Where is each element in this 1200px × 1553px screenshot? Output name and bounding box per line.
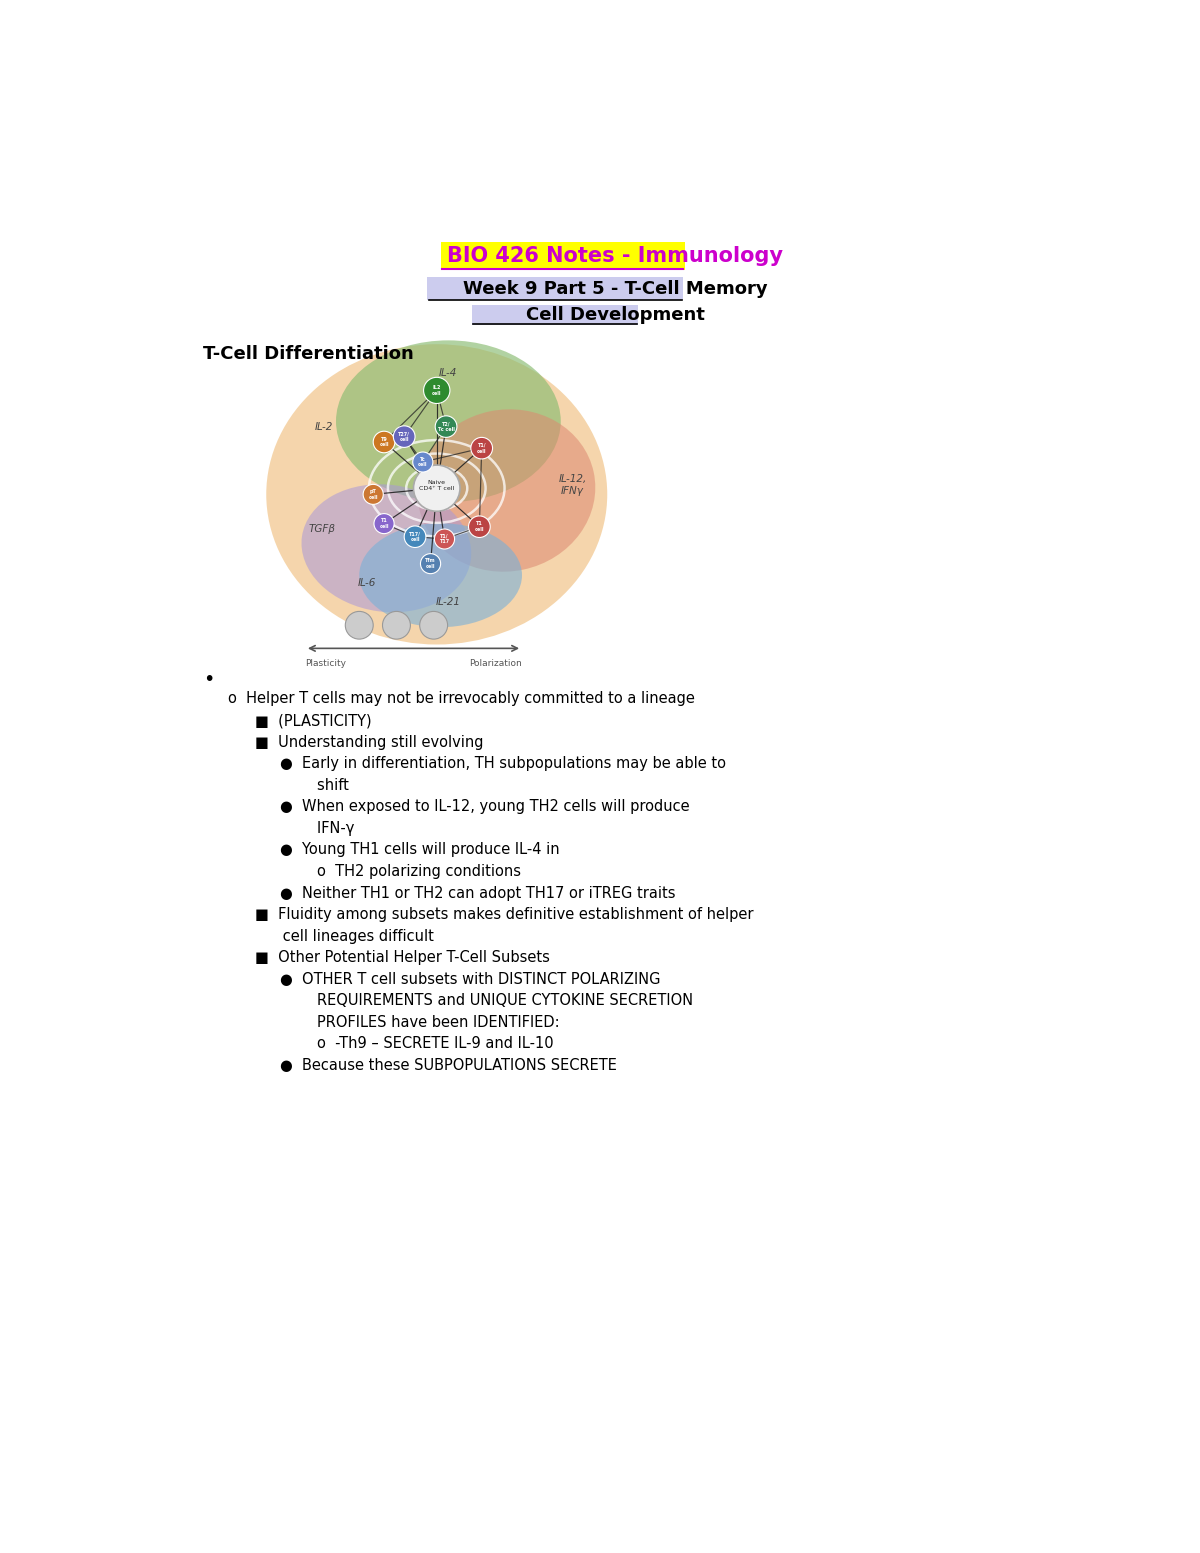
Text: shift: shift [281, 778, 349, 792]
Circle shape [383, 612, 410, 640]
Text: Plasticity: Plasticity [305, 660, 346, 668]
Text: ●  Neither TH1 or TH2 can adopt TH17 or iTREG traits: ● Neither TH1 or TH2 can adopt TH17 or i… [281, 885, 676, 901]
Text: T1
cell: T1 cell [475, 522, 484, 533]
Text: T27/
cell: T27/ cell [398, 432, 410, 443]
Circle shape [374, 514, 394, 534]
Circle shape [470, 438, 492, 460]
Text: Cell Development: Cell Development [526, 306, 704, 325]
Circle shape [436, 416, 457, 438]
Text: cell lineages difficult: cell lineages difficult [254, 929, 433, 944]
Text: ●  Young TH1 cells will produce IL-4 in: ● Young TH1 cells will produce IL-4 in [281, 842, 560, 857]
Text: Polarization: Polarization [469, 660, 522, 668]
Circle shape [404, 526, 426, 548]
Text: IL-6: IL-6 [358, 578, 376, 589]
Circle shape [414, 464, 460, 511]
Text: T2/
Tc cell: T2/ Tc cell [438, 421, 455, 432]
Text: Naive
CD4⁺ T cell: Naive CD4⁺ T cell [419, 480, 455, 491]
Text: IFN-γ: IFN-γ [281, 822, 354, 836]
Text: IL2
cell: IL2 cell [432, 385, 442, 396]
Text: Tc
cell: Tc cell [418, 457, 427, 467]
Text: •: • [203, 669, 214, 690]
FancyBboxPatch shape [427, 278, 683, 300]
Text: ●  OTHER T cell subsets with DISTINCT POLARIZING: ● OTHER T cell subsets with DISTINCT POL… [281, 972, 661, 986]
Text: ●  When exposed to IL-12, young TH2 cells will produce: ● When exposed to IL-12, young TH2 cells… [281, 800, 690, 814]
Text: ■  Understanding still evolving: ■ Understanding still evolving [254, 735, 484, 750]
Text: T1
cell: T1 cell [379, 519, 389, 530]
Text: PROFILES have been IDENTIFIED:: PROFILES have been IDENTIFIED: [281, 1014, 560, 1030]
Circle shape [424, 377, 450, 404]
Text: ●  Because these SUBPOPULATIONS SECRETE: ● Because these SUBPOPULATIONS SECRETE [281, 1058, 617, 1073]
Text: T1/
cell: T1/ cell [476, 443, 486, 453]
Text: o  Helper T cells may not be irrevocably committed to a lineage: o Helper T cells may not be irrevocably … [228, 691, 695, 707]
Ellipse shape [301, 485, 472, 612]
Text: IL-12,
IFNγ: IL-12, IFNγ [558, 474, 587, 495]
Circle shape [373, 432, 395, 453]
Text: ■  Other Potential Helper T-Cell Subsets: ■ Other Potential Helper T-Cell Subsets [254, 950, 550, 966]
Text: pT
cell: pT cell [368, 489, 378, 500]
Text: o  TH2 polarizing conditions: o TH2 polarizing conditions [317, 863, 521, 879]
Ellipse shape [359, 523, 522, 627]
Text: IL-21: IL-21 [436, 598, 461, 607]
FancyBboxPatch shape [440, 242, 685, 270]
Text: ■  Fluidity among subsets makes definitive establishment of helper: ■ Fluidity among subsets makes definitiv… [254, 907, 754, 922]
Ellipse shape [418, 410, 595, 572]
Circle shape [364, 485, 383, 505]
Text: Tfm
cell: Tfm cell [425, 558, 436, 568]
Text: Week 9 Part 5 - T-Cell Memory: Week 9 Part 5 - T-Cell Memory [463, 280, 767, 298]
Text: ■  (PLASTICITY): ■ (PLASTICITY) [254, 713, 371, 728]
Text: TGFβ: TGFβ [308, 523, 336, 534]
Text: BIO 426 Notes - Immunology: BIO 426 Notes - Immunology [446, 245, 784, 266]
Ellipse shape [336, 340, 560, 502]
Circle shape [420, 612, 448, 640]
Circle shape [413, 452, 433, 472]
Circle shape [434, 530, 455, 550]
Text: T1/
T17: T1/ T17 [439, 534, 450, 545]
Ellipse shape [266, 345, 607, 644]
Text: REQUIREMENTS and UNIQUE CYTOKINE SECRETION: REQUIREMENTS and UNIQUE CYTOKINE SECRETI… [281, 994, 694, 1008]
Text: T17/
cell: T17/ cell [409, 531, 421, 542]
Text: T-Cell Differentiation: T-Cell Differentiation [203, 345, 414, 363]
Circle shape [420, 554, 440, 573]
Circle shape [394, 426, 415, 447]
Circle shape [468, 516, 491, 537]
Text: o  -Th9 – SECRETE IL-9 and IL-10: o -Th9 – SECRETE IL-9 and IL-10 [317, 1036, 553, 1051]
Circle shape [346, 612, 373, 640]
Text: IL-2: IL-2 [316, 421, 334, 432]
Text: T9
cell: T9 cell [379, 436, 389, 447]
Text: IL-4: IL-4 [439, 368, 457, 377]
FancyBboxPatch shape [472, 304, 638, 325]
Text: ●  Early in differentiation, TH subpopulations may be able to: ● Early in differentiation, TH subpopula… [281, 756, 726, 772]
